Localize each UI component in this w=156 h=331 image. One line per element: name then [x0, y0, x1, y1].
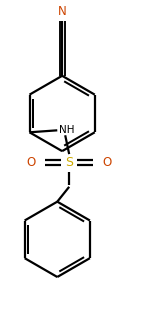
Text: O: O	[103, 156, 112, 168]
Text: NH: NH	[59, 125, 75, 135]
Text: N: N	[58, 5, 66, 18]
Text: O: O	[26, 156, 35, 168]
Text: S: S	[65, 156, 73, 168]
